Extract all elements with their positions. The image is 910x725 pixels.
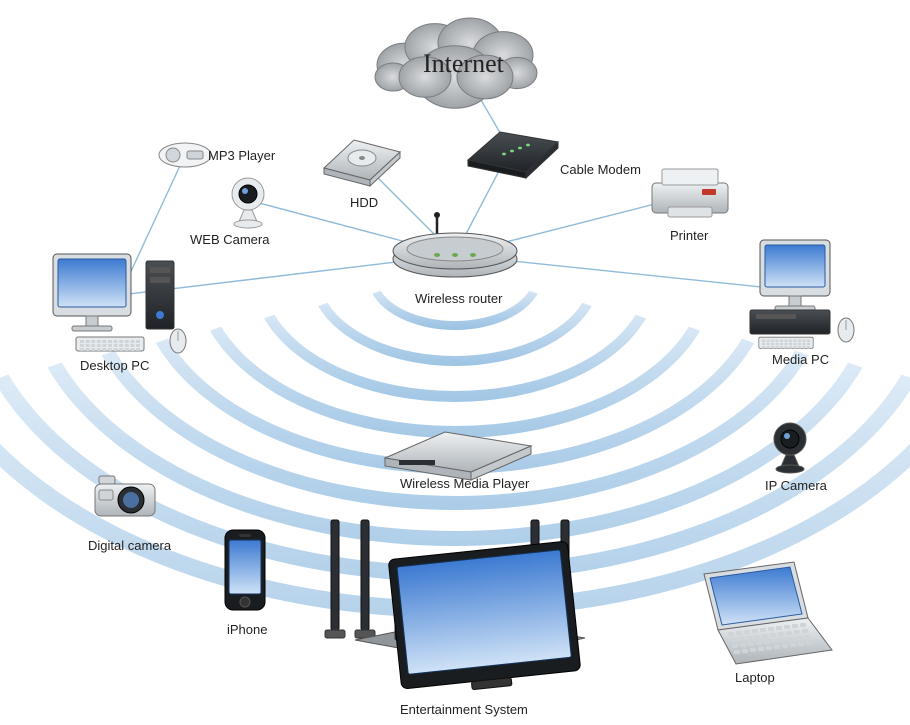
camera-icon	[95, 476, 155, 516]
desktop-pc-icon	[53, 254, 186, 353]
iphone-label: iPhone	[227, 622, 267, 637]
media-pc-label: Media PC	[772, 352, 829, 367]
wireless-wave	[210, 327, 700, 438]
internet-label: Internet	[423, 49, 504, 79]
hdd-icon	[324, 140, 400, 186]
entertainment-icon	[325, 520, 585, 697]
entertainment-label: Entertainment System	[400, 702, 528, 717]
mp3-icon	[159, 143, 211, 167]
mp3-label: MP3 Player	[208, 148, 275, 163]
ip-camera-icon	[774, 423, 806, 473]
printer-icon	[652, 169, 728, 217]
laptop-icon	[704, 562, 832, 664]
camera-label: Digital camera	[88, 538, 171, 553]
router-icon	[393, 213, 517, 278]
printer-label: Printer	[670, 228, 708, 243]
wmp-icon	[385, 432, 531, 480]
wireless-wave	[318, 303, 592, 366]
webcam-label: WEB Camera	[190, 232, 269, 247]
router-label: Wireless router	[415, 291, 502, 306]
ip-camera-label: IP Camera	[765, 478, 827, 493]
desktop-pc-label: Desktop PC	[80, 358, 149, 373]
wmp-label: Wireless Media Player	[400, 476, 529, 491]
laptop-label: Laptop	[735, 670, 775, 685]
hdd-label: HDD	[350, 195, 378, 210]
media-pc-icon	[750, 240, 854, 348]
cable-modem-icon	[468, 132, 558, 178]
cable-modem-label: Cable Modem	[560, 162, 641, 177]
iphone-icon	[225, 530, 265, 610]
network-diagram: Internet Cable Modem HDD Printer MP3 Player W…	[0, 0, 910, 725]
webcam-icon	[232, 178, 264, 228]
